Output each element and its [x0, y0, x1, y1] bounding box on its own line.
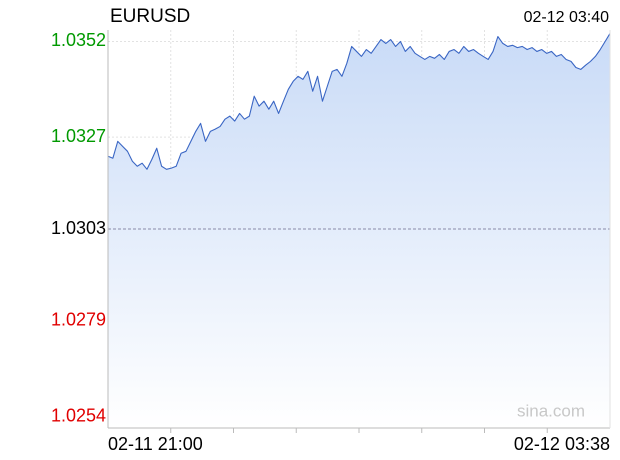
watermark: sina.com — [517, 401, 585, 420]
chart-title: EURUSD — [110, 6, 190, 27]
y-tick-label: 1.0352 — [51, 30, 106, 50]
price-line — [107, 33, 611, 170]
y-tick-label: 1.0254 — [51, 405, 106, 425]
area — [108, 33, 610, 428]
x-tick-label: 02-11 21:00 — [108, 434, 203, 454]
y-tick-label: 1.0303 — [51, 218, 106, 238]
timestamp: 02-12 03:40 — [524, 9, 610, 26]
x-tick-label: 02-12 03:38 — [514, 434, 610, 454]
y-tick-label: 1.0327 — [51, 126, 106, 146]
y-tick-label: 1.0279 — [51, 310, 106, 330]
